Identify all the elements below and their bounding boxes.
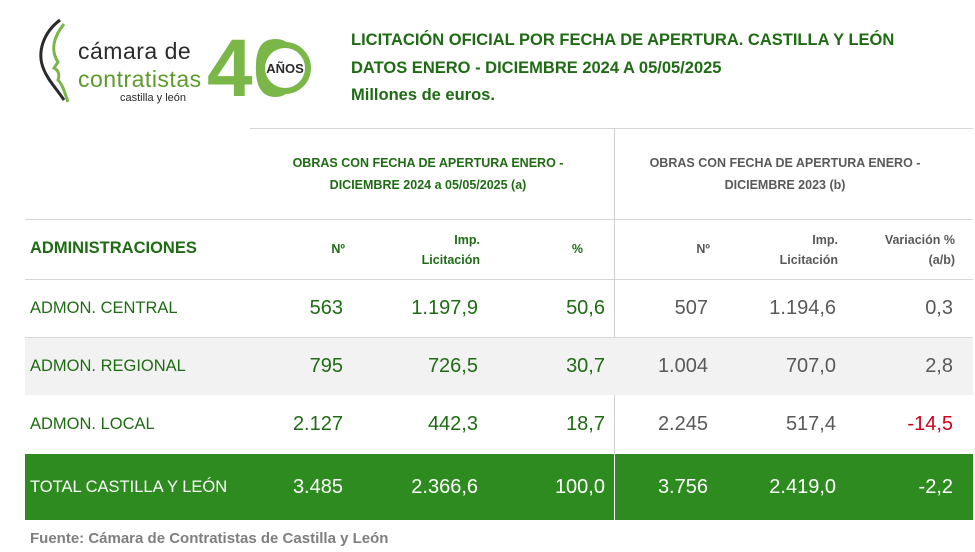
cell-imp-b: 517,4: [785, 413, 836, 435]
var-line2: (a/b): [928, 253, 955, 267]
column-header-num-a: Nº: [331, 242, 345, 256]
group-header-current: OBRAS CON FECHA DE APERTURA ENERO - DICI…: [258, 152, 598, 196]
anniversary-badge-icon: 40 AÑOS: [207, 24, 311, 104]
report-title: LICITACIÓN OFICIAL POR FECHA DE APERTURA…: [351, 27, 894, 110]
badge-text: AÑOS: [266, 61, 304, 76]
group-a-line2: DICIEMBRE 2024 a 05/05/2025 (a): [329, 178, 527, 192]
total-label: TOTAL CASTILLA Y LEÓN: [30, 478, 228, 496]
group-b-line2: DICIEMBRE 2023 (b): [724, 178, 846, 192]
logo: cámara de contratistas castilla y león 4…: [30, 14, 320, 109]
imp-a-line1: Imp.: [454, 233, 480, 247]
column-header-pct-a: %: [571, 242, 583, 256]
column-header-num-b: Nº: [696, 242, 710, 256]
row-divider: [25, 337, 973, 338]
divider-top: [250, 128, 973, 129]
row-label: ADMON. CENTRAL: [30, 299, 178, 317]
table-row: ADMON. LOCAL 2.127 442,3 18,7 2.245 517,…: [25, 396, 973, 453]
row-label: ADMON. REGIONAL: [30, 357, 186, 375]
title-line2: DATOS ENERO - DICIEMBRE 2024 A 05/05/202…: [351, 58, 722, 77]
total-row: TOTAL CASTILLA Y LEÓN 3.485 2.366,6 100,…: [25, 454, 973, 520]
cell-variation: 0,3: [925, 297, 953, 319]
total-divider: [614, 454, 615, 520]
divider-header: [25, 219, 973, 220]
table-row: ADMON. CENTRAL 563 1.197,9 50,6 507 1.19…: [25, 280, 973, 337]
logo-line3: castilla y león: [120, 92, 187, 104]
title-line1: LICITACIÓN OFICIAL POR FECHA DE APERTURA…: [351, 31, 895, 49]
cell-imp-b: 1.194,6: [769, 297, 836, 319]
cell-pct-a: 30,7: [566, 355, 605, 377]
total-imp-b: 2.419,0: [769, 476, 836, 498]
face-profile-icon: [39, 18, 70, 103]
table-row: ADMON. REGIONAL 795 726,5 30,7 1.004 707…: [25, 338, 973, 395]
total-variation: -2,2: [918, 476, 953, 498]
cell-variation: -14,5: [907, 413, 953, 435]
divider-vertical: [614, 128, 615, 454]
cell-num-b: 1.004: [657, 355, 708, 377]
divider-columns: [25, 279, 973, 280]
cell-imp-b: 707,0: [785, 355, 836, 377]
group-a-line1: OBRAS CON FECHA DE APERTURA ENERO -: [292, 156, 564, 170]
cell-imp-a: 1.197,9: [411, 297, 478, 319]
source-note: Fuente: Cámara de Contratistas de Castil…: [30, 530, 389, 547]
cell-imp-a: 442,3: [427, 413, 478, 435]
var-line1: Variación %: [884, 233, 955, 247]
cell-pct-a: 18,7: [566, 413, 605, 435]
total-num-b: 3.756: [657, 476, 708, 498]
logo-line2: contratistas: [78, 66, 202, 92]
cell-imp-a: 726,5: [427, 355, 478, 377]
cell-num-b: 2.245: [657, 413, 708, 435]
imp-a-line2: Licitación: [421, 253, 480, 267]
column-header-imp-a: Imp. Licitación: [422, 230, 480, 270]
logo-line1: cámara de: [78, 38, 192, 64]
column-header-imp-b: Imp. Licitación: [780, 230, 838, 270]
total-imp-a: 2.366,6: [411, 476, 478, 498]
imp-b-line1: Imp.: [812, 233, 838, 247]
row-label: ADMON. LOCAL: [30, 415, 155, 433]
group-header-previous: OBRAS CON FECHA DE APERTURA ENERO - DICI…: [630, 152, 940, 196]
cell-num-b: 507: [674, 297, 708, 319]
cell-pct-a: 50,6: [566, 297, 605, 319]
total-pct-a: 100,0: [554, 476, 605, 498]
column-header-administraciones: ADMINISTRACIONES: [30, 239, 197, 257]
imp-b-line2: Licitación: [779, 253, 838, 267]
cell-num-a: 563: [309, 297, 343, 319]
cell-variation: 2,8: [925, 355, 953, 377]
cell-num-a: 2.127: [292, 413, 343, 435]
cell-num-a: 795: [309, 355, 343, 377]
group-b-line1: OBRAS CON FECHA DE APERTURA ENERO -: [649, 156, 921, 170]
total-num-a: 3.485: [292, 476, 343, 498]
column-header-variation: Variación % (a/b): [885, 230, 955, 270]
title-line3: Millones de euros.: [351, 86, 495, 104]
